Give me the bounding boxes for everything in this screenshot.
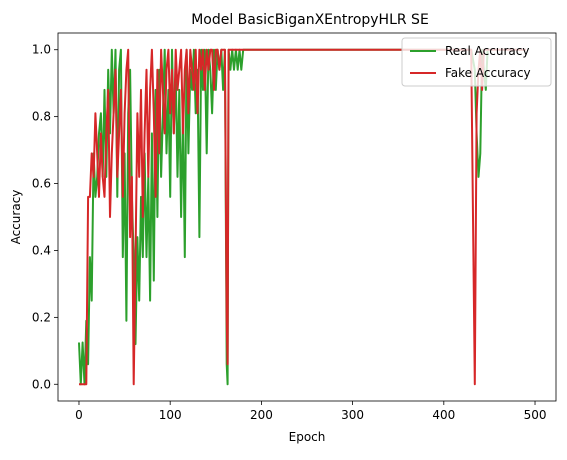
plot-frame [57, 32, 557, 402]
y-tick-label: 0.6 [32, 177, 51, 191]
x-tick-label: 300 [341, 408, 364, 422]
x-tick-label: 500 [524, 408, 547, 422]
y-tick-label: 0.4 [32, 243, 51, 257]
series-line-fake-accuracy [79, 48, 526, 386]
y-tick-label: 0.2 [32, 310, 51, 324]
x-tick-label: 400 [432, 408, 455, 422]
x-tick-label: 0 [75, 408, 83, 422]
x-tick-label: 200 [250, 408, 273, 422]
legend-frame [401, 37, 552, 87]
legend-label-fake-accuracy: Fake Accuracy [445, 66, 531, 80]
x-axis-label: Epoch [289, 430, 326, 444]
x-axis-ticks: 0 100 200 300 400 500 [75, 401, 546, 422]
chart-title: Model BasicBiganXEntropyHLR SE [191, 12, 429, 28]
legend: Real Accuracy Fake Accuracy [401, 37, 552, 87]
y-axis-label: Accuracy [9, 190, 23, 245]
legend-label-real-accuracy: Real Accuracy [445, 44, 529, 58]
y-axis-ticks: 0.0 0.2 0.4 0.6 0.8 1.0 [32, 43, 58, 391]
x-tick-label: 100 [159, 408, 182, 422]
y-tick-label: 0.8 [32, 110, 51, 124]
y-tick-label: 1.0 [32, 43, 51, 57]
y-tick-label: 0.0 [32, 377, 51, 391]
series-layer [78, 48, 526, 386]
